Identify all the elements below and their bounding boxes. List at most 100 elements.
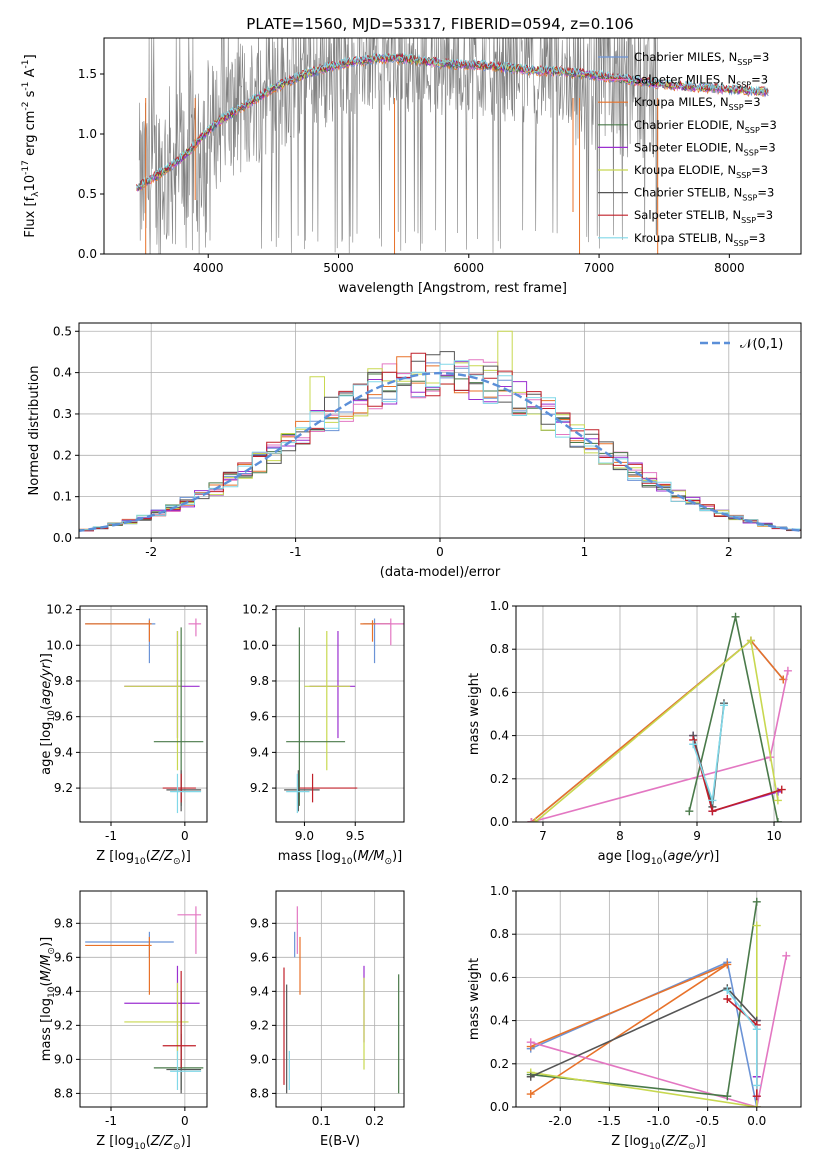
- label-text-part: (: [146, 1134, 151, 1149]
- x-axis-label: Z [log10(Z/Z⊙)]: [96, 1134, 191, 1152]
- x-tick-label: -1: [290, 545, 302, 559]
- label-text-part: ⊙: [173, 857, 181, 867]
- weight-series-marker: [708, 796, 717, 805]
- y-tick-label: 9.2: [250, 781, 269, 795]
- weight-vs-metallicity-panel: -2.0 -1.5 -1.0 -0.5 0.0 0.0 0.2 0.4 0.6 0.8 1.0 Z […: [467, 884, 802, 1152]
- weight-series-marker: [723, 960, 732, 969]
- weight-series-marker: [752, 1025, 761, 1034]
- label-text-part: 𝒩(0,1): [740, 337, 783, 352]
- y-tick-label: 1.0: [78, 127, 97, 141]
- x-axis-label: mass [log10(M/M⊙)]: [278, 849, 402, 867]
- spectrum-panel: 4000 5000 6000 7000 8000 0.0 0.5 1.0 1.5 waveleng…: [21, 37, 802, 296]
- x-axis-label: Z [log10(Z/Z⊙)]: [611, 1134, 706, 1152]
- x-tick-label: 0: [181, 829, 189, 843]
- x-tick-label: 0.0: [747, 1114, 766, 1128]
- y-tick-label: 0.1: [53, 490, 72, 504]
- weight-series-line: [534, 639, 779, 822]
- label-text-part: (: [39, 981, 54, 986]
- legend-entry: Kroupa MILES, NSSP=3: [634, 95, 761, 112]
- y-tick-label: 9.4: [250, 745, 269, 759]
- label-text-part: )]: [181, 849, 191, 864]
- label-text-part: ]: [23, 54, 38, 59]
- weight-series-marker: [731, 612, 740, 621]
- label-text-part: (: [661, 1134, 666, 1149]
- y-tick-label: 0.0: [490, 815, 509, 829]
- label-text-part: E(B-V): [320, 1134, 360, 1149]
- label-text-part: 10: [23, 175, 38, 192]
- label-text-part: mass [log: [39, 998, 54, 1061]
- label-text-part: Kroupa ELODIE, N: [634, 163, 736, 177]
- x-tick-label: 2: [725, 545, 733, 559]
- weight-series-marker: [689, 740, 698, 749]
- label-text-part: mass [log: [278, 849, 341, 864]
- label-text-part: ⊙: [384, 857, 392, 867]
- y-tick-label: 0.6: [490, 970, 509, 984]
- y-tick-label: 1.5: [78, 67, 97, 81]
- weight-series-line: [530, 961, 758, 1107]
- label-text-part: )]: [39, 937, 54, 947]
- legend-entry: Salpeter STELIB, NSSP=3: [634, 208, 773, 225]
- line-plot-area: [527, 612, 792, 822]
- label-text-part: Z/Z: [665, 1134, 689, 1149]
- weight-series-marker: [782, 951, 791, 960]
- label-text-part: SSP: [737, 58, 752, 67]
- weight-series-line: [692, 735, 779, 813]
- y-tick-label: 9.2: [54, 1018, 73, 1032]
- age-vs-metallicity-panel: -1 09.29.49.69.810.010.2Z [log10(Z/Z⊙)]ag…: [39, 603, 208, 867]
- y-tick-label: 10.0: [46, 638, 73, 652]
- x-axis-label: Z [log10(Z/Z⊙)]: [96, 849, 191, 867]
- y-axis-label: mass weight: [467, 673, 482, 755]
- label-text-part: Chabrier STELIB, N: [634, 186, 742, 200]
- model-spectrum-line: [136, 52, 769, 190]
- x-tick-label: 1: [581, 545, 589, 559]
- label-text-part: Z [log: [96, 1134, 134, 1149]
- label-text-part: Flux [f: [23, 196, 38, 237]
- label-text-part: mass weight: [467, 958, 482, 1040]
- y-tick-label: 9.8: [250, 916, 269, 930]
- normal-distribution-curve: [79, 371, 801, 533]
- axes-frame: [275, 890, 405, 1108]
- label-text-part: Salpeter MILES, N: [634, 73, 736, 87]
- y-tick-label: 0.8: [490, 642, 509, 656]
- legend-entry: Kroupa ELODIE, NSSP=3: [634, 163, 768, 180]
- label-text-part: ⊙: [47, 947, 57, 955]
- label-text-part: M/M: [358, 849, 385, 864]
- x-tick-label: 5000: [323, 261, 354, 275]
- x-tick-label: 0.2: [365, 1114, 384, 1128]
- label-text-part: Z [log: [96, 849, 134, 864]
- y-tick-label: 10.0: [242, 638, 269, 652]
- label-text-part: (data-model)/error: [380, 565, 501, 580]
- x-tick-label: 8: [616, 829, 624, 843]
- label-text-part: λ: [31, 191, 41, 197]
- axes-frame: [515, 605, 802, 823]
- y-tick-label: 0.2: [53, 448, 72, 462]
- model-spectrum-line: [136, 51, 769, 189]
- x-tick-label: 10: [766, 829, 781, 843]
- y-tick-label: 9.8: [54, 674, 73, 688]
- y-tick-label: 0.0: [78, 247, 97, 261]
- weight-series-marker: [752, 1103, 761, 1107]
- label-text-part: 10: [47, 986, 57, 998]
- spectrum-plot-area: [136, 38, 769, 254]
- residuals-panel: -2 -1 0 1 2 0.0 0.1 0.2 0.3 0.4 0.5 (data-model)/er…: [27, 322, 802, 580]
- label-text-part: SSP: [734, 239, 749, 248]
- x-tick-label: -2: [145, 545, 157, 559]
- label-text-part: -17: [21, 160, 31, 175]
- weight-series-marker: [526, 1038, 535, 1047]
- y-axis-label: Flux [fλ10-17 erg cm-2 s-1 A-1]: [21, 54, 41, 237]
- label-text-part: =3: [759, 140, 776, 154]
- y-tick-label: 0.0: [53, 531, 72, 545]
- x-tick-label: -1: [105, 829, 117, 843]
- y-tick-label: 0.6: [490, 685, 509, 699]
- y-tick-label: 0.4: [490, 729, 509, 743]
- histogram-plot-area: [79, 330, 801, 533]
- y-tick-label: 0.5: [78, 187, 97, 201]
- x-tick-label: 8000: [714, 261, 745, 275]
- legend-entry: Salpeter MILES, NSSP=3: [634, 73, 768, 90]
- x-tick-label: 9.0: [295, 829, 314, 843]
- y-tick-label: 8.8: [250, 1086, 269, 1100]
- residual-histogram-step: [79, 360, 801, 533]
- label-text-part: age [log: [39, 722, 54, 775]
- label-text-part: SSP: [744, 148, 759, 157]
